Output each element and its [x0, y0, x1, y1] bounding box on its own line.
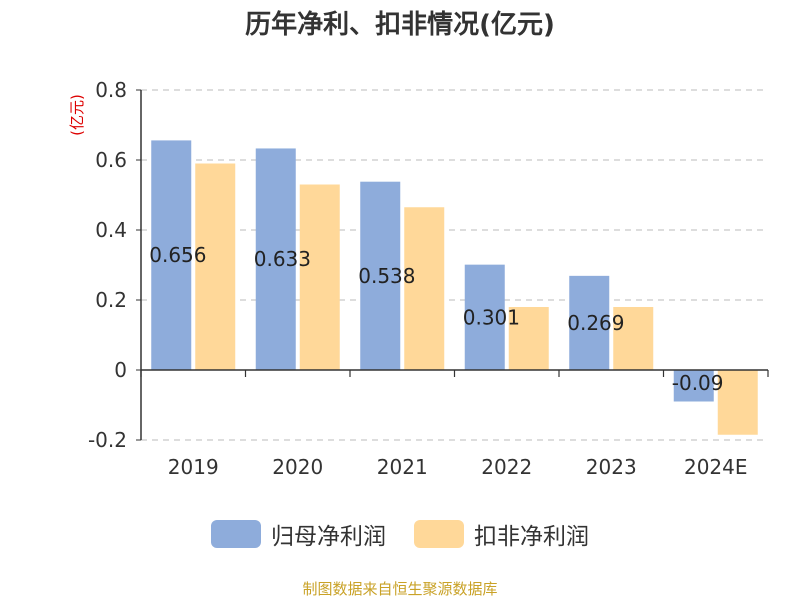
data-label: 0.538: [358, 264, 415, 288]
legend-label-net-profit: 归母净利润: [271, 524, 386, 550]
x-tick-label: 2020: [272, 455, 323, 479]
grid-layer: [141, 89, 768, 441]
data-label: 0.633: [254, 247, 311, 271]
bar-net-profit: [464, 264, 505, 370]
legend-swatch-net-profit: [211, 520, 261, 548]
chart-title: 历年净利、扣非情况(亿元): [245, 9, 555, 40]
y-tick-label: 0.2: [95, 288, 127, 312]
legend-item-deducted-profit[interactable]: 扣非净利润: [414, 517, 589, 551]
data-label: -0.09: [672, 371, 724, 395]
y-tick-label: -0.2: [88, 428, 127, 452]
data-label: 0.656: [149, 243, 206, 267]
y-tick-label: 0.4: [95, 218, 127, 242]
x-tick-label: 2023: [586, 455, 637, 479]
x-tick-label: 2022: [481, 455, 532, 479]
bar-deducted-profit: [404, 207, 445, 370]
axis-layer: -0.2 0 0.2 0.4 0.6 0.8 2019 2020 2021 2022 2023 202…: [88, 78, 769, 479]
bar-net-profit: [360, 181, 401, 370]
y-tick-label: 0: [114, 358, 127, 382]
bar-deducted-profit: [717, 370, 758, 435]
bar-deducted-profit: [195, 163, 236, 370]
legend-swatch-deducted-profit: [414, 520, 464, 548]
bars-layer: [151, 140, 758, 435]
bar-net-profit: [569, 275, 610, 370]
chart-legend: 归母净利润 扣非净利润: [0, 516, 800, 552]
bar-deducted-profit: [508, 307, 549, 370]
data-label: 0.269: [567, 311, 624, 335]
bar-net-profit: [151, 140, 192, 370]
bar-deducted-profit: [299, 184, 340, 370]
legend-item-net-profit[interactable]: 归母净利润: [211, 517, 386, 551]
data-label-layer: 0.656 0.633 0.538 0.301 0.269 -0.09: [149, 243, 723, 395]
x-tick-label: 2024E: [684, 455, 748, 479]
data-label: 0.301: [463, 305, 520, 329]
bar-deducted-profit: [613, 307, 654, 370]
y-tick-label: 0.8: [95, 78, 127, 102]
legend-label-deducted-profit: 扣非净利润: [474, 524, 589, 550]
bar-net-profit: [255, 148, 296, 370]
bar-net-profit: [673, 370, 714, 402]
y-tick-label: 0.6: [95, 148, 127, 172]
x-tick-label: 2021: [377, 455, 428, 479]
y-axis-unit-label: (亿元): [68, 94, 86, 136]
x-tick-label: 2019: [168, 455, 219, 479]
data-source-note: 制图数据来自恒生聚源数据库: [302, 580, 498, 598]
